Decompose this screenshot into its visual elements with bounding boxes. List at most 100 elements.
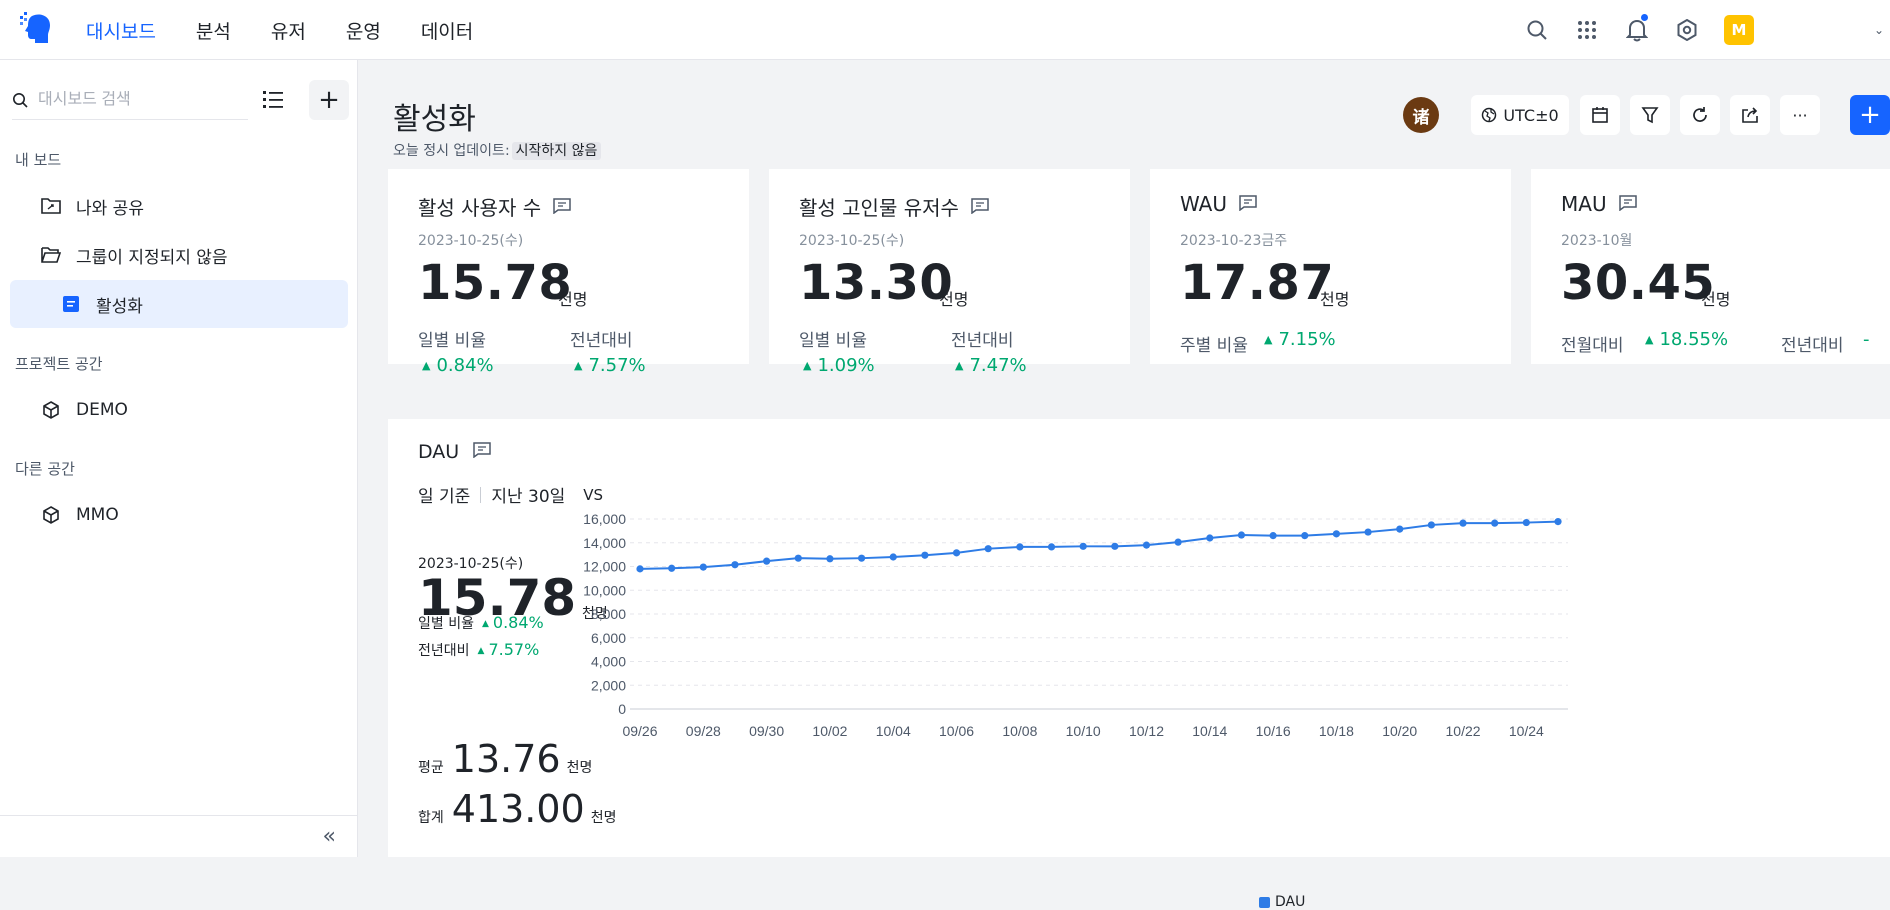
x-tick-label: 10/18 xyxy=(1319,723,1354,739)
legend-swatch-dau xyxy=(1259,896,1270,908)
timezone-button[interactable]: UTC±0 xyxy=(1471,95,1569,135)
sidebar-item-demo[interactable]: DEMO xyxy=(10,386,348,434)
refresh-button[interactable] xyxy=(1680,95,1720,135)
nav-analysis[interactable]: 분석 xyxy=(195,20,231,43)
comment-icon[interactable] xyxy=(473,441,491,463)
x-tick-label: 10/06 xyxy=(939,723,974,739)
card-title: 활성 고인물 유저수 xyxy=(799,192,989,221)
share-button[interactable] xyxy=(1730,95,1770,135)
comment-icon[interactable] xyxy=(1618,192,1637,216)
sum-value: 413.00 xyxy=(451,787,585,831)
card-value: 17.87 xyxy=(1180,255,1335,311)
dau-yoy-label: 전년대비 xyxy=(418,643,470,659)
card-metric-label: 전년대비 xyxy=(951,331,1014,351)
data-point xyxy=(1016,543,1024,551)
card-date: 2023-10-25(수) xyxy=(799,233,905,249)
card-metric-change: ▲ 0.84% xyxy=(422,355,494,376)
avg-value: 13.76 xyxy=(451,737,561,781)
calendar-button[interactable] xyxy=(1580,95,1620,135)
top-bar: 대시보드 분석 유저 운영 데이터 M ⌄ xyxy=(0,0,1890,60)
card-metric-label: 주별 비율 xyxy=(1180,336,1248,356)
add-widget-button[interactable]: + xyxy=(1850,95,1890,135)
comment-icon[interactable] xyxy=(1239,192,1257,216)
top-icons: M ⌄ xyxy=(1512,0,1890,60)
card-value: 13.30 xyxy=(799,255,954,311)
kpi-card-wau[interactable]: WAU 2023-10-23금주 17.87 천명 주별 비율 ▲ 7.15% xyxy=(1150,169,1511,364)
sidebar-item-activation[interactable]: 활성화 xyxy=(10,280,348,328)
settings-gear-icon[interactable] xyxy=(1662,0,1712,60)
data-point xyxy=(1459,519,1467,527)
kpi-card-core-users[interactable]: 활성 고인물 유저수 2023-10-25(수) 13.30 천명 일별 비율 … xyxy=(769,169,1130,376)
y-tick-label: 6,000 xyxy=(591,630,626,646)
share-export-icon xyxy=(1742,107,1758,123)
data-point xyxy=(1174,538,1182,546)
nav-users[interactable]: 유저 xyxy=(270,20,306,43)
card-value: 15.78 xyxy=(418,255,573,311)
kpi-card-mau[interactable]: MAU 2023-10월 30.45 천명 전월대비 ▲ 18.55% 전년대비 … xyxy=(1531,169,1890,364)
calendar-icon xyxy=(1592,107,1608,123)
up-triangle-icon: ▲ xyxy=(422,359,431,372)
sidebar-item-mmo[interactable]: MMO xyxy=(10,491,348,539)
dau-average: 평균 13.76 천명 xyxy=(418,737,592,781)
card-metric-label: 전월대비 xyxy=(1561,336,1624,356)
dau-sum: 합계 413.00 천명 xyxy=(418,787,617,831)
comment-icon[interactable] xyxy=(553,195,571,219)
folder-open-icon xyxy=(40,244,62,266)
search-icon[interactable] xyxy=(1512,0,1562,60)
sidebar-item-label: 나와 공유 xyxy=(76,198,144,219)
x-tick-label: 10/04 xyxy=(876,723,911,739)
apps-grid-icon[interactable] xyxy=(1562,0,1612,60)
section-project-space: 프로젝트 공간 xyxy=(15,355,103,373)
range-filter[interactable]: 지난 30일 xyxy=(491,487,566,507)
add-dashboard-button[interactable]: + xyxy=(309,80,349,120)
data-point xyxy=(1079,542,1087,550)
sidebar-item-ungrouped[interactable]: 그룹이 지정되지 않음 xyxy=(10,231,348,279)
collaborator-avatar[interactable]: 诸 xyxy=(1403,97,1439,133)
sidebar-item-shared[interactable]: 나와 공유 xyxy=(10,182,348,230)
card-title-text: 활성 고인물 유저수 xyxy=(799,196,959,220)
nav-data[interactable]: 데이터 xyxy=(420,20,474,43)
x-tick-label: 10/16 xyxy=(1256,723,1291,739)
nav-operations[interactable]: 운영 xyxy=(345,20,381,43)
dashboard-search-input[interactable] xyxy=(38,90,228,109)
x-tick-label: 10/08 xyxy=(1002,723,1037,739)
card-metric-value: 7.57% xyxy=(588,355,646,376)
dau-yoy-value: 7.57% xyxy=(488,640,540,659)
more-options-button[interactable]: ··· xyxy=(1780,95,1820,135)
data-point xyxy=(699,563,707,571)
up-triangle-icon: ▲ xyxy=(955,359,964,372)
x-tick-label: 10/12 xyxy=(1129,723,1164,739)
collapse-sidebar-button[interactable]: « xyxy=(322,824,336,849)
app-logo[interactable] xyxy=(18,10,56,46)
card-metric-label: 일별 비율 xyxy=(418,331,486,351)
dau-daily-pct: ▲ 0.84% xyxy=(482,613,544,632)
data-point xyxy=(1554,518,1562,526)
update-status-line: 오늘 정시 업데이트: 시작하지 않음 xyxy=(393,140,602,160)
data-point xyxy=(1047,543,1056,551)
filter-button[interactable] xyxy=(1630,95,1670,135)
dau-filters: 일 기준 지난 30일 VS xyxy=(418,482,604,508)
cube-icon xyxy=(40,504,62,526)
y-tick-label: 14,000 xyxy=(583,535,626,551)
data-point xyxy=(826,555,834,563)
card-metric-label: 전년대비 xyxy=(1781,336,1844,356)
data-point xyxy=(921,551,929,559)
granularity-filter[interactable]: 일 기준 xyxy=(418,487,471,507)
dau-line-chart[interactable]: 0 2,000 4,000 6,000 8,000 10,000 12,000 14,000 1… xyxy=(388,419,1890,857)
card-metric-change: ▲ 18.55% xyxy=(1645,329,1728,350)
update-status-tag: 시작하지 않음 xyxy=(511,142,602,160)
card-title-text: WAU xyxy=(1180,192,1228,216)
kpi-card-active-users[interactable]: 활성 사용자 수 2023-10-25(수) 15.78 천명 일별 비율 전년… xyxy=(388,169,749,376)
chart-legend[interactable]: DAU xyxy=(1259,894,1305,910)
nav-dashboard[interactable]: 대시보드 xyxy=(86,20,156,43)
compare-vs-button[interactable]: VS xyxy=(583,485,604,504)
bell-icon[interactable] xyxy=(1612,0,1662,60)
data-point xyxy=(1427,521,1435,529)
user-avatar[interactable]: M xyxy=(1723,15,1754,45)
list-view-icon[interactable] xyxy=(262,88,286,112)
chevron-down-icon[interactable]: ⌄ xyxy=(1873,23,1884,37)
y-tick-label: 16,000 xyxy=(583,511,626,527)
card-metric-change: ▲ 1.09% xyxy=(803,355,875,376)
comment-icon[interactable] xyxy=(971,195,989,219)
y-tick-label: 12,000 xyxy=(583,559,626,575)
